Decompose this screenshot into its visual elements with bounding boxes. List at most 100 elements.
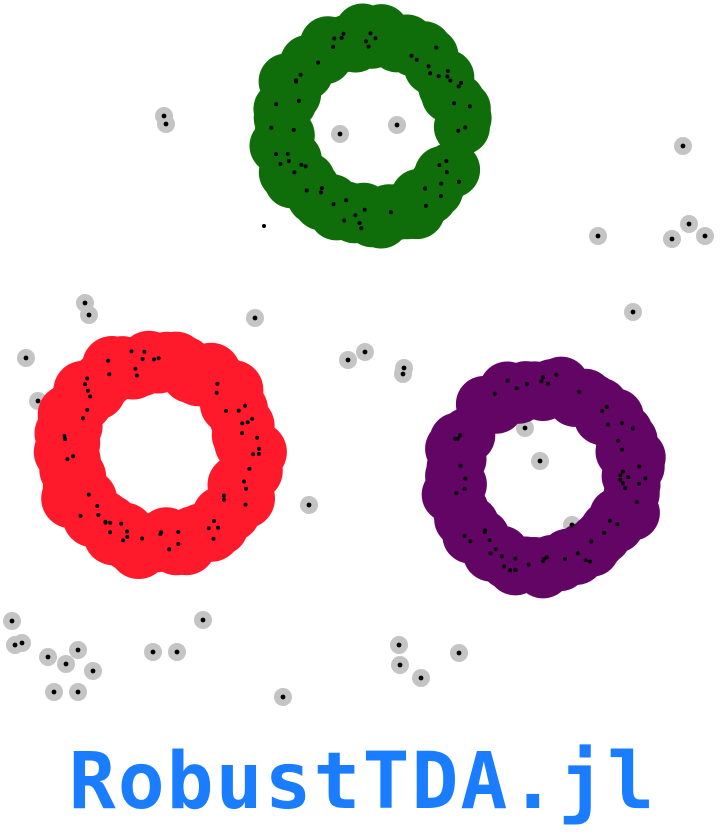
ring-point <box>156 356 161 361</box>
ring-point <box>83 382 88 387</box>
ring-point <box>458 433 463 438</box>
ring-point <box>344 198 349 203</box>
ring-blob <box>214 413 275 474</box>
ring-point <box>221 497 226 502</box>
ring-point <box>293 78 298 83</box>
outlier-point <box>86 312 92 318</box>
ring-point <box>541 375 546 380</box>
ring-point <box>359 226 364 231</box>
ring-point <box>85 407 90 412</box>
ring-point <box>604 405 609 409</box>
ring-point <box>245 420 250 425</box>
ring-point <box>316 60 321 65</box>
ring-point <box>176 542 181 546</box>
ring-point <box>541 559 546 564</box>
ring-point <box>524 381 529 386</box>
ring-point <box>353 213 358 218</box>
ring-point <box>140 357 145 361</box>
ring-point <box>618 477 623 482</box>
ring-point <box>388 210 393 215</box>
ring-point <box>513 568 518 573</box>
outlier-point <box>669 236 675 242</box>
ring-point <box>95 504 100 508</box>
ring-point <box>513 556 518 561</box>
ring-point <box>81 416 85 421</box>
ring-point <box>634 500 639 505</box>
ring-point <box>86 492 91 497</box>
ring-point <box>78 513 83 518</box>
ring-point <box>630 426 635 431</box>
ring-point <box>488 551 493 556</box>
outlier-point <box>200 617 206 623</box>
ring-point <box>240 431 245 436</box>
ring-point <box>454 491 459 495</box>
ring-point <box>285 151 290 156</box>
ring-point <box>304 188 309 193</box>
ring-point <box>462 486 467 491</box>
ring-point <box>409 53 414 58</box>
ring-point <box>373 36 378 41</box>
ring-point <box>278 162 283 166</box>
ring-point <box>167 547 172 552</box>
ring-point <box>255 435 260 440</box>
outlier-point <box>394 122 400 128</box>
ring-point <box>240 421 245 426</box>
ring-point <box>243 502 248 507</box>
ring-point <box>456 128 461 133</box>
ring-point <box>444 170 449 175</box>
ring-point <box>492 391 497 396</box>
ring-point <box>539 379 544 384</box>
data-points <box>9 31 708 700</box>
ring-point <box>331 45 336 49</box>
ring-point <box>414 57 419 62</box>
outlier-point <box>456 650 462 656</box>
ring-point <box>456 84 461 89</box>
ring-point <box>221 493 226 498</box>
ring-point <box>526 562 531 567</box>
ring-point <box>458 463 463 468</box>
ring-point <box>103 520 108 525</box>
ring-point <box>107 372 112 377</box>
ring-point <box>140 536 145 541</box>
ring-point <box>575 551 580 556</box>
ring-point <box>637 481 642 486</box>
outlier-point <box>150 649 156 655</box>
outlier-point <box>362 349 368 355</box>
ring-point <box>493 547 498 552</box>
ring-point <box>616 438 621 443</box>
ring-point <box>142 349 147 354</box>
ring-point <box>626 475 631 479</box>
ring-point <box>546 382 550 386</box>
ring-point <box>319 186 324 191</box>
ring-point <box>508 568 512 573</box>
ring-point <box>134 373 139 378</box>
ring-point <box>292 170 297 175</box>
ring-point <box>211 536 216 541</box>
ring-point <box>286 159 291 163</box>
ring-point <box>423 186 428 191</box>
outlier-point <box>161 113 167 119</box>
ring-point <box>357 221 362 226</box>
ring-point <box>514 386 519 391</box>
outlier-point <box>19 640 25 646</box>
ring-point <box>482 530 487 534</box>
ring-point <box>467 104 472 109</box>
ring-point <box>589 539 594 544</box>
ring-point <box>620 447 624 452</box>
outlier-point <box>401 365 407 371</box>
ring-point <box>332 36 337 41</box>
ring-point <box>274 102 279 107</box>
ring-point <box>463 476 468 481</box>
outlier-point <box>537 458 543 464</box>
ring-point <box>108 530 113 535</box>
point-cloud-scene <box>3 3 714 706</box>
outlier-point <box>23 355 29 361</box>
outlier-point <box>396 642 402 648</box>
ring-point <box>577 389 582 394</box>
outlier-point <box>174 649 180 655</box>
ring-point <box>618 473 623 478</box>
ring-point <box>106 358 111 363</box>
outlier-point <box>75 689 81 695</box>
ring-point <box>152 357 156 362</box>
ring-blob <box>608 438 665 495</box>
